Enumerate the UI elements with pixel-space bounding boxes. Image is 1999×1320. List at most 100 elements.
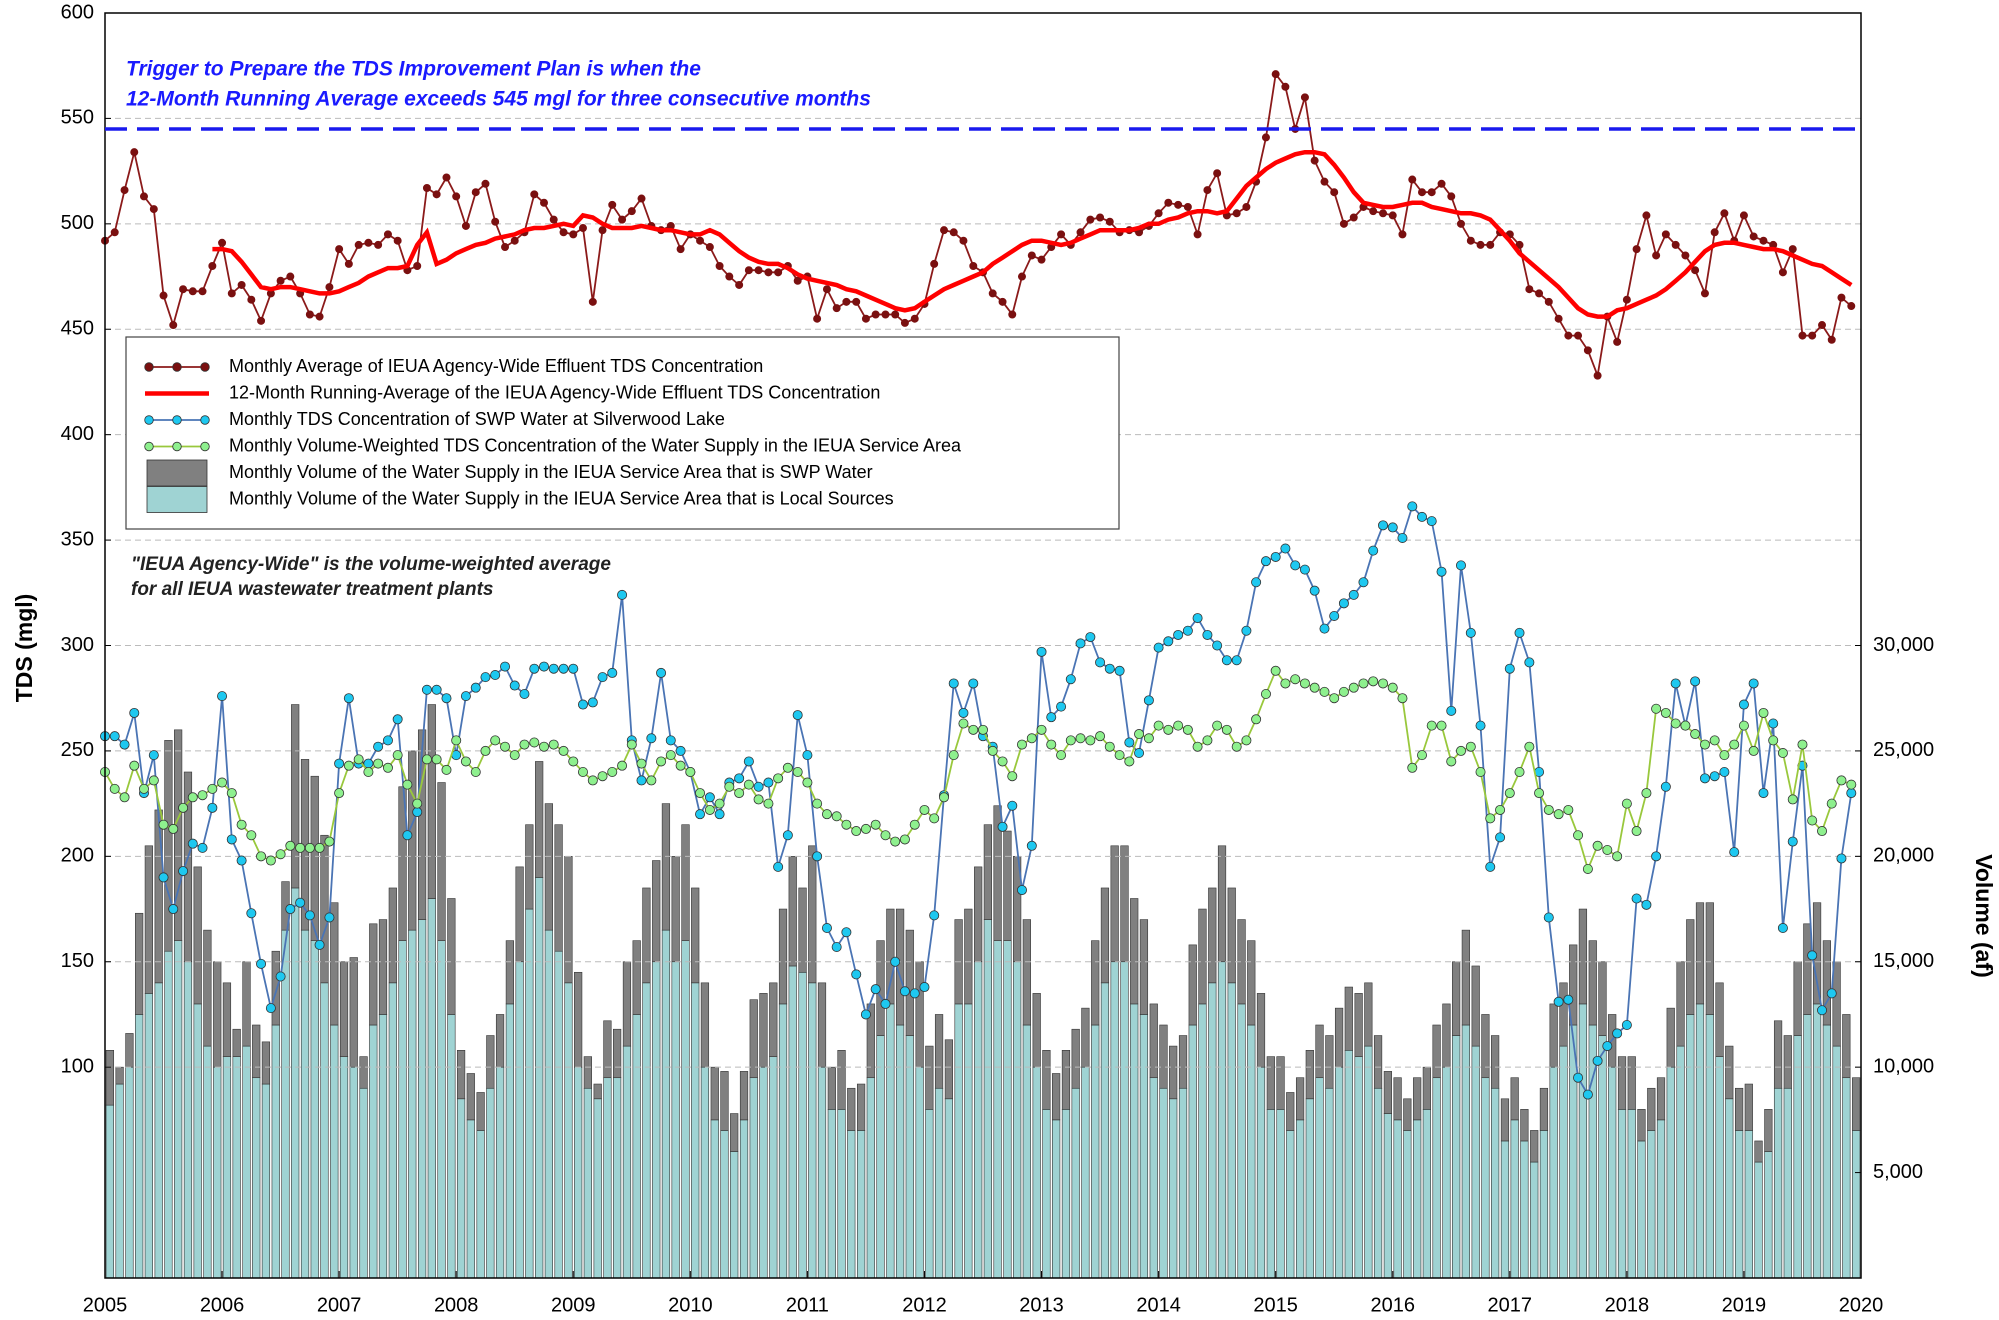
marker (519, 688, 530, 699)
bar (1676, 961, 1685, 1047)
marker (1037, 255, 1046, 264)
marker (373, 741, 384, 752)
marker (1408, 175, 1417, 184)
bar (1559, 982, 1568, 1047)
bar (739, 1119, 749, 1279)
bar (232, 1056, 241, 1279)
marker (1525, 285, 1534, 294)
marker (256, 851, 267, 862)
annotation: Trigger to Prepare the TDS Improvement P… (126, 58, 701, 81)
marker (1709, 735, 1720, 746)
marker (1621, 1020, 1632, 1031)
marker (480, 745, 491, 756)
bar (1052, 1073, 1061, 1121)
marker (930, 259, 939, 268)
bar (1764, 1109, 1773, 1152)
marker (275, 849, 286, 860)
bar (544, 929, 553, 1279)
legend-label: Monthly Volume of the Water Supply in th… (229, 462, 873, 482)
marker (1134, 729, 1145, 740)
bar (222, 982, 232, 1057)
bar (1061, 1050, 1071, 1110)
bar (856, 1130, 866, 1279)
bar (1442, 1066, 1451, 1279)
bar (1676, 1045, 1685, 1279)
marker (1261, 133, 1270, 142)
bar (495, 1066, 505, 1279)
marker (1437, 179, 1446, 188)
marker (119, 739, 130, 750)
marker (149, 205, 158, 214)
legend-marker (172, 362, 182, 372)
marker (382, 735, 393, 746)
marker (636, 758, 647, 769)
bar (1822, 1024, 1831, 1279)
marker (1660, 707, 1671, 718)
bar (1510, 1119, 1519, 1279)
marker (490, 735, 501, 746)
marker (1846, 779, 1857, 790)
bar (1461, 1024, 1470, 1279)
x-tick-label: 2015 (1253, 1294, 1298, 1316)
marker (1758, 788, 1769, 799)
marker (421, 684, 432, 695)
marker (1582, 863, 1593, 874)
bar (1803, 1014, 1812, 1279)
marker (1417, 750, 1428, 761)
bar (603, 1077, 612, 1279)
bar (1383, 1071, 1392, 1114)
bar (154, 809, 163, 984)
bar (1432, 1024, 1441, 1079)
bar (1783, 1035, 1792, 1089)
bar (925, 1109, 934, 1279)
marker (1427, 188, 1436, 197)
marker (1174, 200, 1183, 209)
x-tick-label: 2017 (1488, 1294, 1533, 1316)
bar (1217, 961, 1227, 1279)
marker (626, 739, 637, 750)
marker (617, 589, 628, 600)
bar (1647, 1087, 1656, 1131)
bar (1666, 1007, 1675, 1068)
marker (1426, 720, 1437, 731)
marker (1466, 236, 1475, 245)
marker (577, 767, 588, 778)
bar (681, 824, 690, 941)
marker (1260, 556, 1271, 567)
marker (1553, 809, 1564, 820)
marker (1398, 230, 1407, 239)
bar (632, 940, 641, 1015)
marker (295, 897, 306, 908)
marker (1485, 813, 1496, 824)
bar (720, 1071, 729, 1131)
marker (714, 809, 725, 820)
bar (837, 1050, 846, 1110)
bar (1481, 1014, 1490, 1079)
marker (822, 285, 831, 294)
marker (725, 272, 734, 281)
marker (1631, 826, 1642, 837)
marker (1691, 266, 1700, 275)
marker (1778, 268, 1787, 277)
bar (1373, 1087, 1383, 1279)
marker (383, 230, 392, 239)
bar (847, 1130, 856, 1279)
marker (1104, 663, 1115, 674)
bar (1334, 1007, 1344, 1068)
bar (905, 1035, 914, 1279)
marker (1612, 1028, 1623, 1039)
marker (1847, 302, 1856, 311)
bar (1022, 1024, 1031, 1279)
legend-label: 12-Month Running-Average of the IEUA Age… (229, 382, 880, 402)
marker (1504, 663, 1515, 674)
marker (501, 243, 510, 252)
marker (1358, 577, 1369, 588)
legend-label: Monthly Volume of the Water Supply in th… (229, 488, 894, 508)
marker (1221, 655, 1232, 666)
bar (486, 1087, 495, 1279)
y-tick-label: 550 (61, 107, 94, 129)
marker (1817, 826, 1828, 837)
bar (1530, 1161, 1539, 1279)
marker (1495, 804, 1506, 815)
marker (1046, 712, 1057, 723)
